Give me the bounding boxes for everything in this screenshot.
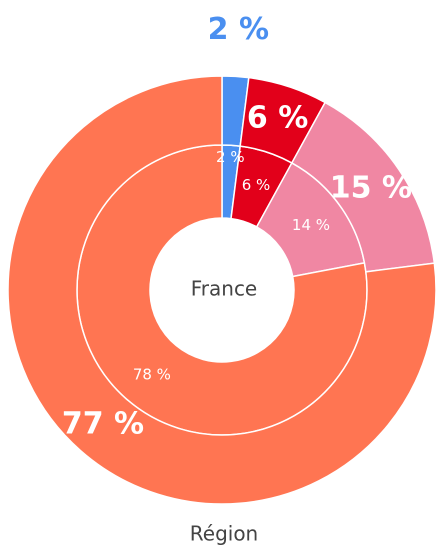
outer-series-name: Région	[190, 522, 258, 546]
value-label: 2 %	[216, 148, 245, 166]
value-label: 2 %	[208, 12, 269, 47]
value-label: 6 %	[242, 176, 271, 194]
inner-series-name: France	[191, 277, 258, 301]
slice	[7, 75, 436, 505]
value-label: 77 %	[62, 407, 144, 442]
value-label: 14 %	[292, 216, 330, 234]
value-label: 6 %	[247, 100, 308, 135]
value-label: 15 %	[330, 170, 412, 205]
value-label: 78 %	[133, 365, 171, 383]
